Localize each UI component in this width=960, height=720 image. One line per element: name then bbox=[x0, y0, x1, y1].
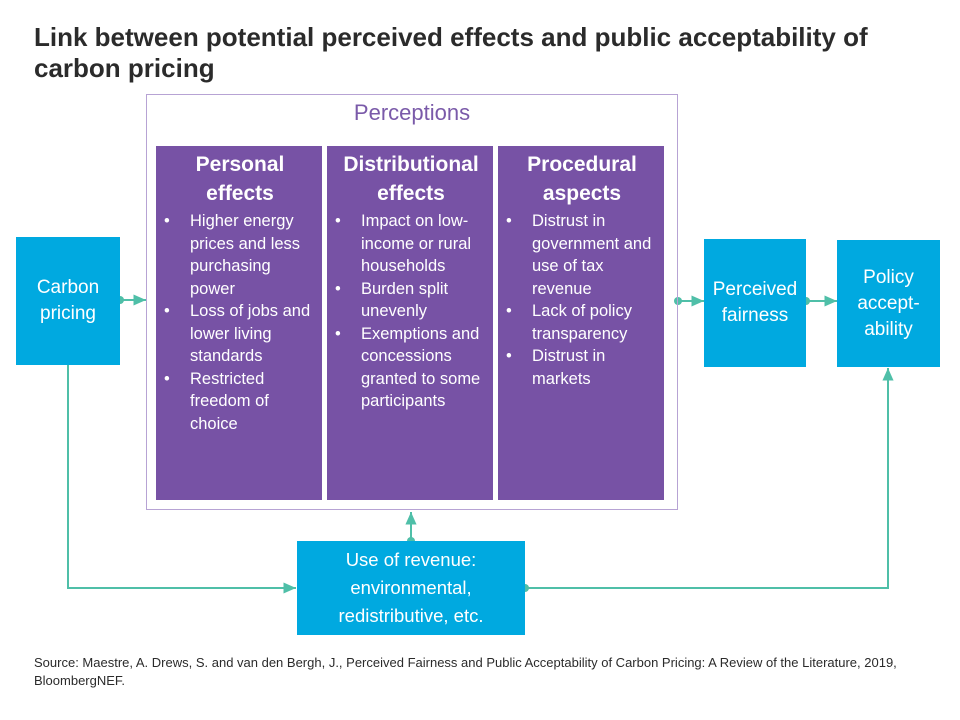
bullet-item: Distrust in government and use of tax re… bbox=[504, 210, 660, 300]
page-title: Link between potential perceived effects… bbox=[34, 22, 868, 83]
carbon-pricing-box: Carbon pricing bbox=[16, 237, 120, 365]
policy-acceptability-label: Policy accept-ability bbox=[857, 266, 920, 340]
personal-effects-column: Personal effects Higher energy prices an… bbox=[156, 146, 322, 500]
bullet-item: Restricted freedom of choice bbox=[162, 368, 318, 436]
column-heading-line: aspects bbox=[542, 182, 622, 205]
policy-acceptability-box: Policy accept-ability bbox=[837, 240, 940, 367]
bullet-item: Exemptions and concessions granted to so… bbox=[333, 323, 489, 413]
procedural-aspects-column: Procedural aspects Distrust in governmen… bbox=[498, 146, 664, 500]
column-heading-line: Distributional bbox=[343, 153, 479, 176]
source-note: Source: Maestre, A. Drews, S. and van de… bbox=[34, 655, 897, 688]
column-heading: Distributional effects bbox=[333, 150, 489, 208]
column-heading: Personal effects bbox=[162, 150, 318, 208]
carbon-pricing-label: Carbon pricing bbox=[36, 277, 100, 324]
bullet-item: Distrust in markets bbox=[504, 345, 660, 390]
column-heading: Procedural aspects bbox=[504, 150, 660, 208]
distributional-effects-column: Distributional effects Impact on low-inc… bbox=[327, 146, 493, 500]
connector-revenue-to-acceptability bbox=[525, 368, 894, 589]
use-of-revenue-box: Use of revenue: environmental, redistrib… bbox=[297, 541, 525, 635]
bullet-item: Loss of jobs and lower living standards bbox=[162, 300, 318, 368]
bullet-item: Impact on low-income or rural households bbox=[333, 210, 489, 278]
bullet-item: Lack of policy transparency bbox=[504, 300, 660, 345]
perceptions-label: Perceptions bbox=[353, 100, 471, 125]
column-heading-line: effects bbox=[206, 182, 274, 205]
perceived-fairness-box: Perceived fairness bbox=[704, 239, 806, 367]
perceived-fairness-label: Perceived fairness bbox=[712, 279, 798, 326]
bullet-item: Higher energy prices and less purchasing… bbox=[162, 210, 318, 300]
column-heading-line: Personal bbox=[195, 153, 285, 176]
column-heading-line: Procedural bbox=[527, 153, 637, 176]
use-of-revenue-label: Use of revenue: environmental, redistrib… bbox=[338, 549, 484, 626]
connector-carbon-to-revenue bbox=[67, 365, 296, 594]
perceptions-frame bbox=[146, 94, 678, 510]
bullet-item: Burden split unevenly bbox=[333, 278, 489, 323]
column-heading-line: effects bbox=[377, 182, 445, 205]
